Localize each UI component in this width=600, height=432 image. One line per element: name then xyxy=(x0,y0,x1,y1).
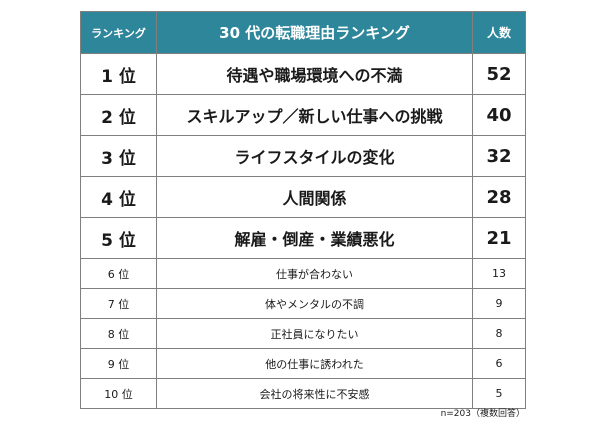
reason-cell: 会社の将来性に不安感 xyxy=(156,378,473,409)
table-row: 5 位 解雇・倒産・業績悪化 21 xyxy=(80,217,526,259)
ranking-table: ランキング 30 代の転職理由ランキング 人数 1 位 待遇や職場環境への不満 … xyxy=(80,11,526,409)
rank-cell: 3 位 xyxy=(80,135,157,177)
table-title: 30 代の転職理由ランキング xyxy=(156,11,473,54)
reason-cell: 待遇や職場環境への不満 xyxy=(156,53,473,95)
table-row: 1 位 待遇や職場環境への不満 52 xyxy=(80,53,526,95)
header-rank: ランキング xyxy=(80,11,157,54)
rank-cell: 1 位 xyxy=(80,53,157,95)
rank-cell: 10 位 xyxy=(80,378,157,409)
rank-cell: 5 位 xyxy=(80,217,157,259)
count-cell: 40 xyxy=(472,94,526,136)
table-row: 9 位 他の仕事に誘われた 6 xyxy=(80,348,526,379)
rank-cell: 4 位 xyxy=(80,176,157,218)
table-row: 6 位 仕事が合わない 13 xyxy=(80,258,526,289)
rank-cell: 6 位 xyxy=(80,258,157,289)
table-row: 2 位 スキルアップ／新しい仕事への挑戦 40 xyxy=(80,94,526,136)
reason-cell: スキルアップ／新しい仕事への挑戦 xyxy=(156,94,473,136)
rank-cell: 7 位 xyxy=(80,288,157,319)
count-cell: 6 xyxy=(472,348,526,379)
table-row: 10 位 会社の将来性に不安感 5 xyxy=(80,378,526,409)
header-count: 人数 xyxy=(472,11,526,54)
count-cell: 5 xyxy=(472,378,526,409)
count-cell: 13 xyxy=(472,258,526,289)
table-row: 8 位 正社員になりたい 8 xyxy=(80,318,526,349)
count-cell: 28 xyxy=(472,176,526,218)
count-cell: 21 xyxy=(472,217,526,259)
reason-cell: 正社員になりたい xyxy=(156,318,473,349)
table-row: 3 位 ライフスタイルの変化 32 xyxy=(80,135,526,177)
count-cell: 32 xyxy=(472,135,526,177)
sample-size-note: n=203（複数回答） xyxy=(440,409,525,419)
rank-cell: 2 位 xyxy=(80,94,157,136)
reason-cell: 仕事が合わない xyxy=(156,258,473,289)
reason-cell: 他の仕事に誘われた xyxy=(156,348,473,379)
reason-cell: 人間関係 xyxy=(156,176,473,218)
table-header-row: ランキング 30 代の転職理由ランキング 人数 xyxy=(80,11,526,54)
reason-cell: ライフスタイルの変化 xyxy=(156,135,473,177)
reason-cell: 体やメンタルの不調 xyxy=(156,288,473,319)
rank-cell: 8 位 xyxy=(80,318,157,349)
count-cell: 8 xyxy=(472,318,526,349)
count-cell: 52 xyxy=(472,53,526,95)
rank-cell: 9 位 xyxy=(80,348,157,379)
count-cell: 9 xyxy=(472,288,526,319)
reason-cell: 解雇・倒産・業績悪化 xyxy=(156,217,473,259)
table-row: 4 位 人間関係 28 xyxy=(80,176,526,218)
table-row: 7 位 体やメンタルの不調 9 xyxy=(80,288,526,319)
